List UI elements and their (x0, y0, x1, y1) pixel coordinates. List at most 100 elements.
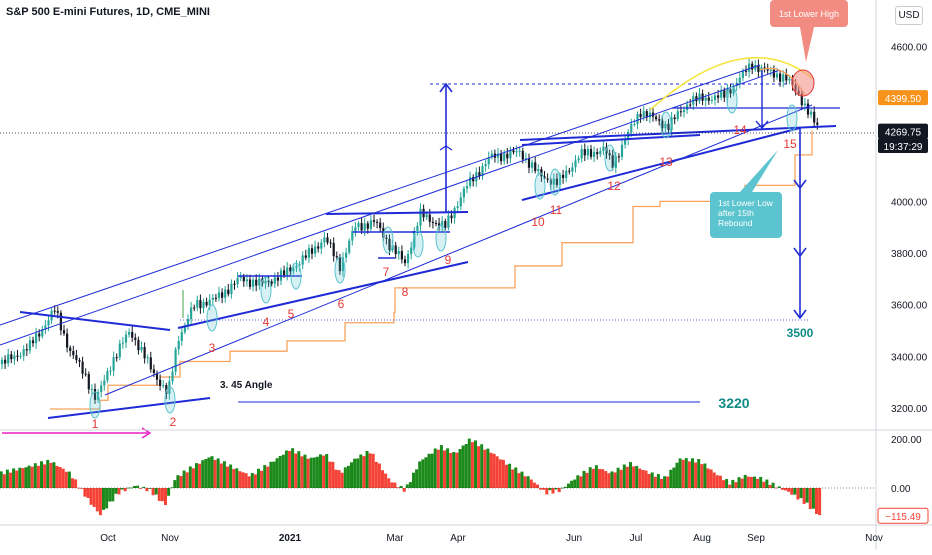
osc-bar (563, 486, 567, 488)
candle-body (276, 277, 279, 281)
osc-bar (647, 473, 651, 488)
angle-label: 3. 45 Angle (220, 380, 273, 391)
candle-body (205, 301, 208, 306)
currency-selector[interactable]: USD (895, 6, 923, 25)
osc-bar (576, 475, 580, 488)
osc-bar (436, 449, 440, 488)
candle-body (552, 178, 555, 185)
candle-body (87, 374, 90, 390)
osc-bar (346, 465, 350, 488)
osc-bar (89, 488, 93, 505)
osc-bar (594, 465, 598, 488)
osc-bar (334, 469, 338, 488)
candle-body (487, 157, 490, 165)
candle-body (574, 160, 577, 168)
candle-body (586, 149, 589, 156)
lower-high-callout-pointer (800, 27, 814, 62)
candle-body (434, 223, 438, 225)
candle-body (345, 252, 348, 258)
osc-bar (582, 470, 586, 488)
candle-body (307, 248, 310, 258)
osc-bar (511, 469, 515, 488)
candle-body (369, 220, 372, 229)
candle-body (444, 221, 447, 228)
osc-bar (210, 456, 214, 488)
osc-bar (340, 472, 344, 488)
candle-body (518, 150, 521, 152)
candle-body (106, 371, 109, 381)
osc-bar (619, 469, 623, 488)
osc-bar (15, 470, 19, 488)
measure-arrow-mid (439, 145, 453, 151)
osc-bar (263, 465, 267, 488)
candle-body (639, 113, 642, 118)
osc-bar (777, 486, 781, 488)
osc-bar (722, 480, 725, 488)
candle-body (599, 151, 602, 155)
osc-bar (570, 480, 574, 488)
osc-bar (167, 488, 171, 496)
osc-bar (92, 488, 96, 508)
candle-body (713, 95, 717, 100)
dip-highlight (334, 256, 346, 284)
candle-body (686, 104, 689, 110)
osc-bar (185, 472, 189, 488)
osc-bar (591, 468, 595, 488)
osc-bar (381, 470, 384, 488)
osc-bar (374, 461, 378, 488)
osc-bar (368, 453, 372, 488)
osc-bar (343, 467, 347, 488)
candle-body (298, 264, 301, 266)
wave-label: 11 (550, 203, 563, 217)
osc-bar (656, 474, 660, 488)
osc-bar (98, 488, 102, 516)
candle-body (577, 158, 580, 161)
osc-bar (356, 458, 360, 488)
candle-body (772, 69, 775, 78)
price-tag-box (878, 123, 928, 139)
candle-body (503, 153, 506, 162)
price-tick-label: 4600.00 (891, 42, 928, 53)
osc-bar (790, 488, 794, 495)
osc-bar (253, 474, 257, 488)
candle-body (255, 279, 258, 286)
candle-body (128, 331, 131, 335)
osc-bar (229, 464, 233, 488)
osc-bar (629, 462, 632, 488)
candle-body (134, 337, 137, 340)
osc-bar (117, 488, 121, 495)
osc-bar (706, 468, 710, 488)
osc-bar (557, 488, 561, 493)
osc-bar (399, 485, 403, 488)
candle-body (738, 77, 741, 84)
candle-body (813, 111, 816, 123)
osc-bar (418, 461, 422, 488)
osc-bar (430, 453, 434, 488)
osc-bar (12, 468, 16, 488)
candle-body (168, 381, 171, 395)
osc-bar (126, 487, 130, 489)
candle-body (348, 240, 351, 253)
time-tick-label: Oct (100, 533, 116, 544)
osc-bar (9, 472, 12, 488)
dip-highlight (206, 304, 218, 332)
osc-bar (678, 458, 682, 488)
candle-body (292, 268, 295, 272)
osc-bar (350, 462, 353, 488)
candle-body (7, 354, 10, 364)
osc-bar (536, 484, 539, 488)
osc-bar (635, 465, 639, 488)
candle-body (512, 150, 515, 153)
osc-bar (585, 472, 589, 488)
osc-bar (554, 488, 558, 490)
osc-bar (669, 469, 673, 488)
osc-value-label: −115.49 (885, 512, 921, 523)
osc-bar (762, 481, 766, 488)
candle-body (617, 156, 620, 158)
osc-bar (337, 470, 341, 488)
candle-body (360, 223, 363, 231)
candle-body (47, 320, 50, 326)
osc-bar (684, 458, 688, 488)
